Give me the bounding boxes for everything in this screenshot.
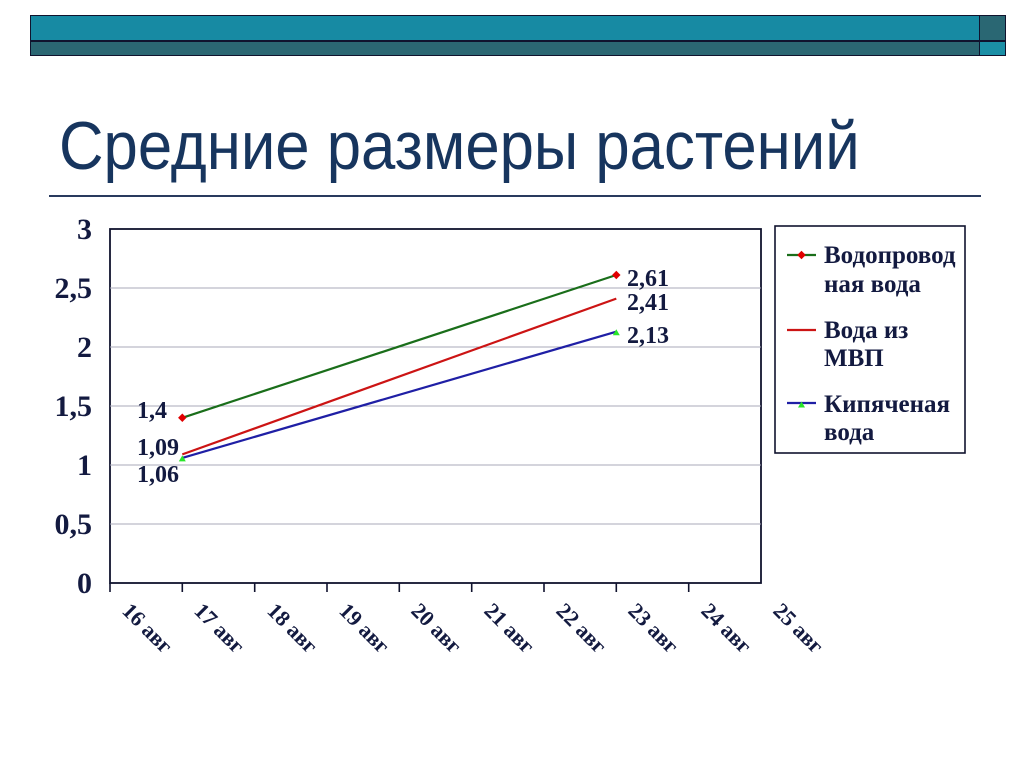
svg-text:16 авг: 16 авг xyxy=(117,598,177,658)
svg-text:1,09: 1,09 xyxy=(137,435,179,461)
svg-text:1,4: 1,4 xyxy=(137,398,167,424)
svg-text:2,61: 2,61 xyxy=(627,266,669,292)
svg-text:18 авг: 18 авг xyxy=(262,598,322,658)
svg-text:1,06: 1,06 xyxy=(137,462,179,488)
svg-text:20 авг: 20 авг xyxy=(406,598,466,658)
svg-text:Вода из: Вода из xyxy=(824,317,908,344)
svg-text:23 авг: 23 авг xyxy=(623,598,683,658)
svg-text:2: 2 xyxy=(77,331,92,364)
svg-text:0,5: 0,5 xyxy=(55,508,93,541)
svg-text:3: 3 xyxy=(77,213,92,246)
svg-text:ная вода: ная вода xyxy=(824,271,921,298)
svg-text:Водопровод: Водопровод xyxy=(824,242,956,269)
svg-text:МВП: МВП xyxy=(824,345,884,372)
svg-text:вода: вода xyxy=(824,419,875,446)
svg-text:2,13: 2,13 xyxy=(627,323,669,349)
svg-text:1,5: 1,5 xyxy=(55,390,93,423)
svg-text:19 авг: 19 авг xyxy=(334,598,394,658)
svg-text:2,41: 2,41 xyxy=(627,290,669,316)
svg-text:0: 0 xyxy=(77,567,92,600)
svg-text:1: 1 xyxy=(77,449,92,482)
svg-text:25 авг: 25 авг xyxy=(768,598,828,658)
svg-text:22 авг: 22 авг xyxy=(551,598,611,658)
svg-text:24 авг: 24 авг xyxy=(696,598,756,658)
svg-text:21 авг: 21 авг xyxy=(479,598,539,658)
svg-text:2,5: 2,5 xyxy=(55,272,93,305)
svg-text:17 авг: 17 авг xyxy=(189,598,249,658)
svg-text:Кипяченая: Кипяченая xyxy=(824,391,950,418)
